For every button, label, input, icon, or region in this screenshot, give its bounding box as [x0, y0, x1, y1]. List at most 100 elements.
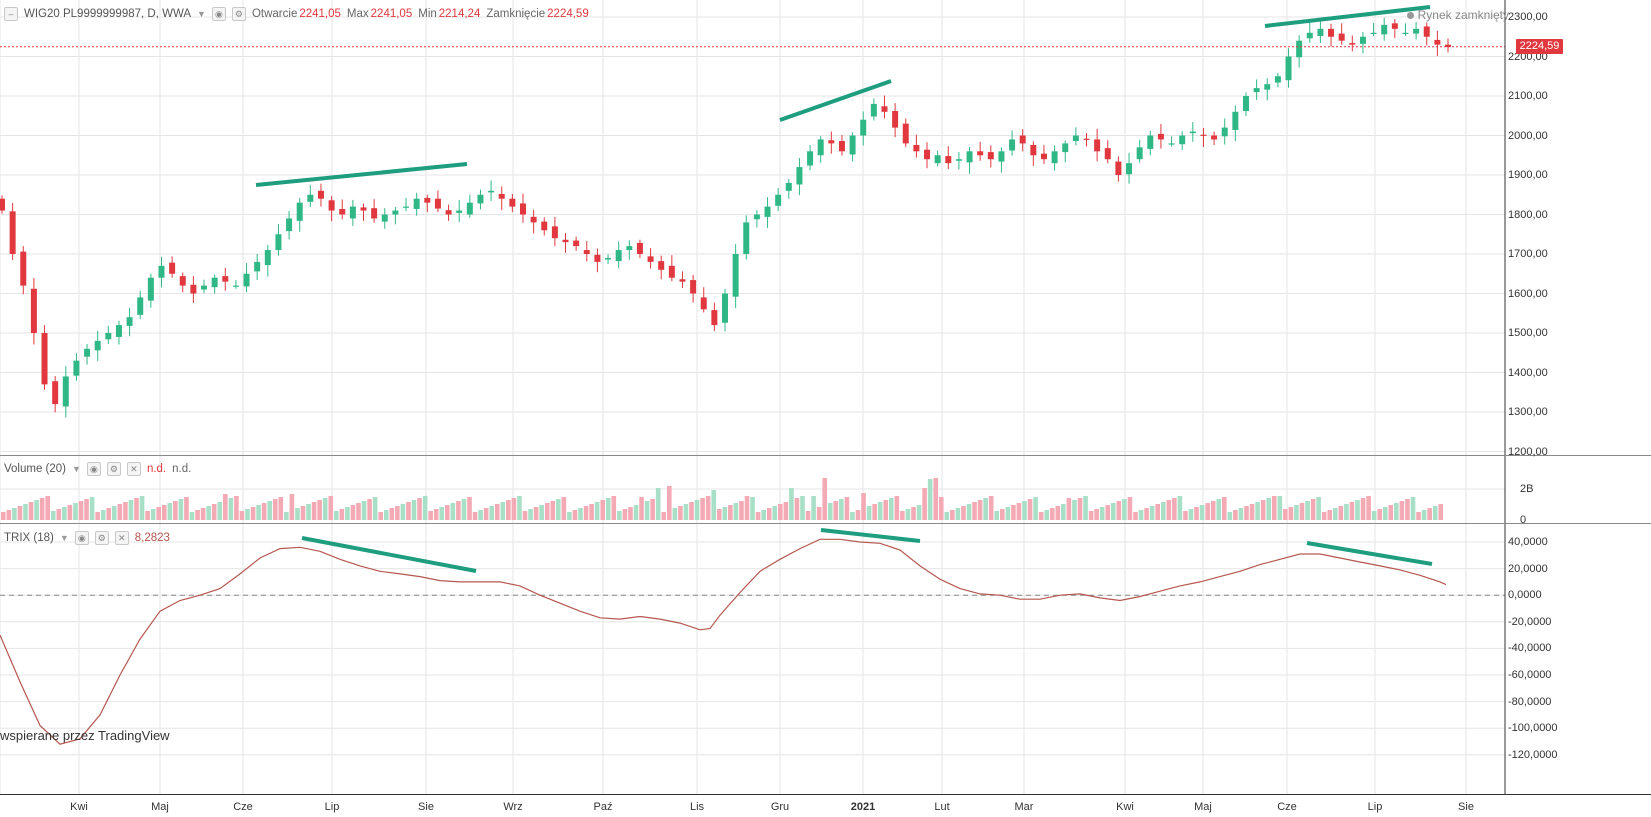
gear-icon[interactable]: ⚙ [94, 531, 109, 545]
trix-pane[interactable]: TRIX (18) ▼ ◉ ⚙ ✕ 8,2823 [0, 524, 1651, 817]
trix-axis-tick: -120,0000 [1508, 748, 1558, 761]
volume-bar [1122, 499, 1127, 520]
trix-legend: TRIX (18) ▼ ◉ ⚙ ✕ 8,2823 [4, 531, 170, 545]
volume-chart[interactable] [0, 456, 1651, 524]
volume-pane[interactable]: Volume (20) ▼ ◉ ⚙ ✕ n.d. n.d. [0, 456, 1651, 524]
time-axis-label: Mar [1014, 801, 1034, 813]
volume-bar [378, 512, 383, 520]
close-icon[interactable]: ✕ [114, 531, 129, 545]
volume-bar [1382, 507, 1388, 520]
time-axis-label: Kwi [1116, 801, 1134, 813]
time-axis-label: Wrz [503, 801, 523, 813]
volume-bar [517, 496, 522, 520]
candle-body [668, 265, 675, 278]
eye-icon[interactable]: ◉ [74, 531, 89, 545]
volume-bar [372, 497, 378, 520]
candle-body [785, 182, 792, 191]
last-price-tag: 2224,59 [1516, 39, 1563, 55]
volume-bar [345, 507, 350, 520]
chevron-down-icon[interactable]: ▼ [59, 533, 69, 543]
volume-bar [1277, 496, 1283, 520]
volume-bar [816, 507, 822, 520]
volume-bar [1160, 502, 1166, 520]
tradingview-watermark[interactable]: wspierane przez TradingView [0, 728, 170, 743]
volume-bar [95, 512, 100, 520]
trix-axis-tick: -80,0000 [1508, 695, 1552, 708]
volume-bar [350, 505, 356, 520]
eye-icon[interactable]: ◉ [211, 7, 226, 21]
volume-bar [794, 498, 800, 520]
volume-bar [1044, 510, 1049, 520]
volume-bar [28, 502, 34, 520]
time-axis-bg [0, 795, 1651, 817]
eye-icon[interactable]: ◉ [86, 462, 101, 476]
volume-bar [1266, 498, 1271, 520]
collapse-icon[interactable]: – [4, 7, 18, 21]
volume-bar [128, 500, 134, 520]
price-pane[interactable]: – WIG20 PL9999999987, D, WWA ▼ ◉ ⚙ Otwar… [0, 0, 1651, 456]
volume-bar [1316, 497, 1321, 520]
volume-bar [1432, 506, 1438, 520]
volume-label[interactable]: Volume (20) [4, 463, 67, 475]
time-axis-label: Gru [770, 801, 790, 813]
volume-bar [339, 509, 345, 520]
volume-bar [400, 504, 406, 520]
volume-bar [84, 499, 89, 520]
candle-body [232, 285, 239, 287]
volume-bar [716, 509, 722, 520]
trix-label[interactable]: TRIX (18) [4, 532, 54, 544]
symbol-label[interactable]: WIG20 PL9999999987, D, WWA [24, 8, 192, 20]
volume-axis-tick: 2B [1520, 483, 1534, 495]
volume-bar [267, 501, 272, 520]
volume-bar [644, 501, 650, 520]
candle-body [817, 139, 824, 156]
price-chart[interactable] [0, 0, 1651, 456]
candle-body [52, 381, 59, 405]
volume-bar [583, 506, 589, 520]
price-axis-tick: 2000,00 [1508, 129, 1548, 142]
trix-line [0, 538, 1447, 745]
candle-body [1253, 88, 1260, 93]
gear-icon[interactable]: ⚙ [106, 462, 121, 476]
volume-bar [988, 496, 994, 520]
candle-body [711, 310, 718, 326]
candle-body [892, 111, 899, 128]
volume-bar [1438, 504, 1444, 520]
volume-bar [700, 498, 705, 520]
volume-value-2: n.d. [172, 463, 192, 475]
volume-bar [1327, 510, 1333, 520]
time-axis-label: Lis [689, 801, 705, 813]
volume-bar [550, 501, 556, 520]
volume-bar [1371, 511, 1377, 520]
candle-body [115, 325, 122, 337]
volume-bar [894, 496, 900, 520]
candle-body [413, 198, 420, 209]
volume-bar [877, 502, 883, 520]
volume-bar [933, 478, 938, 520]
volume-bar [556, 499, 561, 520]
volume-bar [156, 507, 161, 520]
trix-value: 8,2823 [134, 532, 170, 544]
candle-body [1264, 84, 1271, 90]
volume-bar [977, 500, 983, 520]
volume-legend: Volume (20) ▼ ◉ ⚙ ✕ n.d. n.d. [4, 462, 191, 476]
chevron-down-icon[interactable]: ▼ [72, 464, 81, 474]
volume-bar [223, 494, 228, 520]
gear-icon[interactable]: ⚙ [231, 7, 246, 21]
candle-body [41, 333, 48, 385]
volume-bar [1349, 502, 1355, 520]
candle-body [1359, 36, 1366, 44]
trix-chart[interactable] [0, 524, 1651, 817]
candle-body [169, 262, 176, 274]
volume-bar [827, 503, 833, 520]
chevron-down-icon[interactable]: ▼ [197, 9, 206, 19]
close-icon[interactable]: ✕ [126, 462, 141, 476]
close-label: Zamknięcie [486, 8, 546, 20]
candle-body [1019, 135, 1026, 144]
volume-bar [356, 503, 361, 520]
time-axis-label: Maj [1194, 801, 1212, 813]
candle-body [126, 317, 133, 326]
volume-bar [983, 498, 988, 520]
open-value: 2241,05 [299, 8, 341, 20]
volume-bar [661, 512, 667, 520]
